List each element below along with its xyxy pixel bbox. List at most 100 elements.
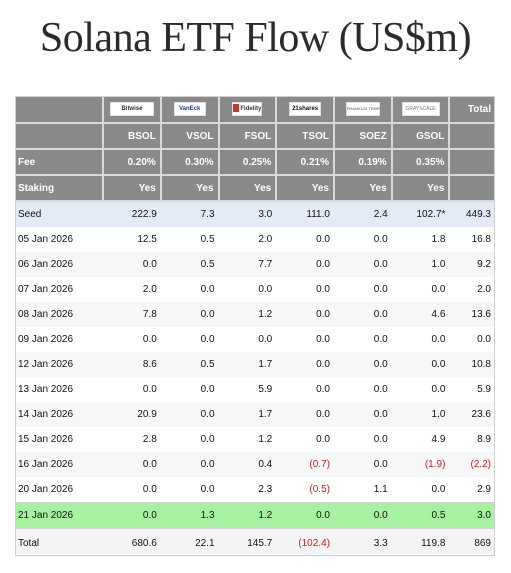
row-total: 5.9 (449, 377, 495, 402)
table-row: 07 Jan 2026 2.0 0.0 0.0 0.0 0.0 0.0 2.0 (15, 277, 495, 302)
flow-cell: 0.0 (391, 377, 450, 402)
grand-total: 869 (449, 528, 495, 557)
flow-cell: 0.0 (333, 377, 392, 402)
flow-cell: 0.0 (103, 377, 161, 402)
table-row: 16 Jan 2026 0.0 0.0 0.4 (0.7) 0.0 (1.9) (2.2) (15, 452, 495, 477)
flow-cell: 102.7* (391, 200, 450, 227)
fee-cell: 0.21% (276, 149, 335, 176)
flow-cell: 1.8 (391, 227, 450, 252)
fee-cell: 0.30% (160, 149, 220, 176)
staking-cell: Yes (218, 175, 278, 202)
row-label: 20 Jan 2026 (15, 477, 104, 503)
table-row: 06 Jan 2026 0.0 0.5 7.7 0.0 0.0 1.0 9.2 (15, 252, 495, 277)
fee-row: Fee 0.20% 0.30% 0.25% 0.21% 0.19% 0.35% (15, 149, 495, 176)
flow-cell: 1.2 (218, 427, 277, 452)
flow-cell: 0.0 (333, 402, 392, 427)
row-label: 14 Jan 2026 (15, 402, 104, 427)
flow-cell: 0.5 (160, 252, 219, 277)
flow-cell: 0.0 (276, 252, 334, 277)
issuer-logo-row: Bitwise VanEck Fidelity 21shares FRANKLI… (15, 96, 495, 124)
row-total: 9.2 (449, 252, 495, 277)
staking-cell: Yes (276, 175, 335, 202)
flow-cell: 0.0 (391, 327, 450, 352)
flow-cell: 0.0 (160, 327, 219, 352)
flow-cell: 0.0 (160, 402, 219, 427)
flow-cell: 0.0 (276, 502, 334, 529)
21shares-logo: 21shares (290, 103, 321, 115)
flow-cell: 12.5 (103, 227, 161, 252)
flow-cell: 0.0 (160, 477, 219, 503)
flow-cell: 1.3 (160, 502, 219, 529)
flow-cell: 2.0 (218, 227, 277, 252)
fee-cell: 0.20% (103, 149, 162, 176)
staking-cell: Yes (391, 175, 451, 202)
table-row: 08 Jan 2026 7.8 0.0 1.2 0.0 0.0 4.6 13.6 (15, 302, 495, 327)
flow-cell: 7.8 (103, 302, 161, 327)
table-row: 13 Jan 2026 0.0 0.0 5.9 0.0 0.0 0.0 5.9 (15, 377, 495, 402)
page-title: Solana ETF Flow (US$m) (39, 15, 472, 61)
row-label: 16 Jan 2026 (15, 452, 104, 477)
flow-cell: 1.2 (218, 502, 277, 529)
corner-cell (15, 96, 105, 124)
flow-cell: 7.3 (160, 200, 219, 227)
flow-cell: 7.7 (218, 252, 277, 277)
fee-label: Fee (15, 149, 105, 176)
table-row: 15 Jan 2026 2.8 0.0 1.2 0.0 0.0 4.9 8.9 (15, 427, 495, 452)
franklin-templeton-logo: FRANKLIN TEMPLETON (346, 103, 390, 115)
flow-cell: 0.0 (103, 327, 161, 352)
flow-cell: 0.0 (333, 502, 392, 529)
row-total: 3.0 (449, 502, 495, 529)
fee-cell: 0.25% (218, 149, 278, 176)
fee-cell: 0.19% (333, 149, 393, 176)
flow-cell: 0.0 (276, 277, 334, 302)
ticker-cell: BSOL (103, 123, 162, 150)
staking-cell: Yes (103, 175, 162, 202)
row-label: 09 Jan 2026 (15, 327, 104, 352)
total-cell: 22.1 (160, 528, 219, 557)
flow-cell: 4.6 (391, 302, 450, 327)
flow-cell: 2.3 (218, 477, 277, 503)
flow-cell: 0.0 (276, 427, 334, 452)
flow-cell: 0.0 (276, 402, 334, 427)
staking-cell: Yes (333, 175, 393, 202)
flow-cell: 0.0 (333, 277, 392, 302)
flow-cell: 0.0 (160, 302, 219, 327)
flow-cell: 222.9 (103, 200, 161, 227)
bitwise-logo: Bitwise (110, 103, 153, 115)
flow-cell: 0.0 (391, 477, 450, 503)
vaneck-logo: VanEck (174, 103, 205, 115)
etf-flow-table: Bitwise VanEck Fidelity 21shares FRANKLI… (15, 96, 495, 557)
flow-cell: 0.0 (333, 452, 392, 477)
total-cell: 145.7 (218, 528, 277, 557)
flow-cell: 1.7 (218, 402, 277, 427)
flow-cell: 0.0 (103, 477, 161, 503)
row-total: 2.0 (449, 277, 495, 302)
flow-cell: 0.0 (103, 502, 161, 529)
row-label: 08 Jan 2026 (15, 302, 104, 327)
flow-cell: 0.0 (276, 377, 334, 402)
totals-row: Total 680.6 22.1 145.7 (102.4) 3.3 119.8 869 (15, 528, 495, 557)
flow-cell: (0.7) (276, 452, 334, 477)
ticker-cell: TSOL (276, 123, 335, 150)
flow-cell: 1.1 (333, 477, 392, 503)
total-cell: (102.4) (276, 528, 334, 557)
staking-label: Staking (15, 175, 105, 202)
flow-cell: 0.0 (333, 302, 392, 327)
flow-cell: 111.0 (276, 200, 334, 227)
flow-cell: 0.0 (160, 277, 219, 302)
flow-cell: (0.5) (276, 477, 334, 503)
flow-cell: 0.0 (218, 327, 277, 352)
row-label: 12 Jan 2026 (15, 352, 104, 377)
staking-cell: Yes (160, 175, 220, 202)
flow-cell: 0.4 (218, 452, 277, 477)
flow-cell: 8.6 (103, 352, 161, 377)
ticker-row: BSOL VSOL FSOL TSOL SOEZ GSOL (15, 123, 495, 150)
flow-cell: 0.5 (160, 352, 219, 377)
flow-cell: 0.0 (276, 352, 334, 377)
flow-cell: 1.2 (218, 302, 277, 327)
flow-cell: 0.0 (276, 327, 334, 352)
total-cell: 3.3 (333, 528, 392, 557)
flow-cell: 0.0 (160, 377, 219, 402)
table-row: 21 Jan 2026 0.0 1.3 1.2 0.0 0.0 0.5 3.0 (15, 502, 495, 529)
flow-cell: 0.0 (333, 327, 392, 352)
